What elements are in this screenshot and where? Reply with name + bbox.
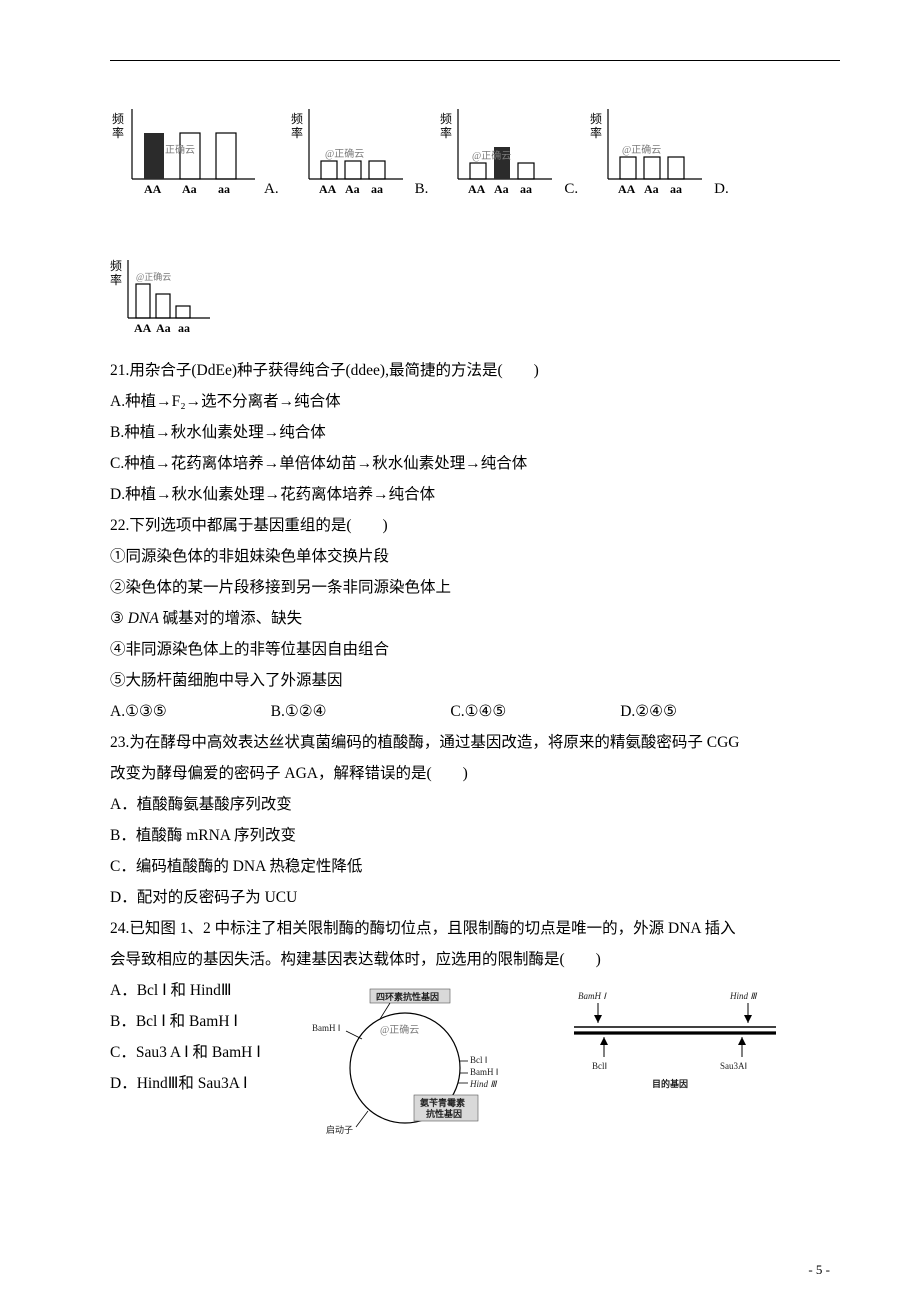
q22-opt-B: B.①②④ xyxy=(271,696,327,727)
svg-text:率: 率 xyxy=(440,125,452,140)
q24-stem: 已知图 1、2 中标注了相关限制酶的酶切位点，且限制酶的切点是唯一的，外源 DN… xyxy=(129,920,735,937)
opt-letter-D: D. xyxy=(714,181,729,198)
plasmid-bamh: BamH Ⅰ xyxy=(312,1023,340,1033)
q21-opt-A: A.种植→F₂→选不分离者→纯合体 xyxy=(110,386,840,417)
q21-stem: 用杂合子(DdEe)种子获得纯合子(ddee),最简捷的方法是( ) xyxy=(129,362,538,379)
q21-opt-C: C.种植→花药离体培养→单倍体幼苗→秋水仙素处理→纯合体 xyxy=(110,448,840,479)
svg-text:aa: aa xyxy=(178,321,190,335)
q23-opt-B: B．植酸酶 mRNA 序列改变 xyxy=(110,820,840,851)
linear-top-right: Hind Ⅲ xyxy=(729,991,757,1001)
svg-text:aa: aa xyxy=(520,182,532,196)
svg-text:aa: aa xyxy=(371,182,383,196)
q22-opt-D: D.②④⑤ xyxy=(620,696,677,727)
svg-text:率: 率 xyxy=(112,125,124,140)
q22-extra-2: ②染色体的某一片段移接到另一条非同源染色体上 xyxy=(110,572,840,603)
plasmid-amp1: 氨苄青霉素 xyxy=(420,1097,465,1108)
q22-num: 22. xyxy=(110,517,129,534)
plasmid-bamh2: BamH Ⅰ xyxy=(470,1067,498,1077)
q23-opt-A: A．植酸酶氨基酸序列改变 xyxy=(110,789,840,820)
q24-opt-C: C．Sau3 A Ⅰ 和 BamH Ⅰ xyxy=(110,1037,310,1068)
q24-stem-cont: 会导致相应的基因失活。构建基因表达载体时，应选用的限制酶是( ) xyxy=(110,944,840,975)
linear-caption: 目的基因 xyxy=(652,1078,688,1089)
opt-letter-A: A. xyxy=(264,181,279,198)
svg-text:@正确云: @正确云 xyxy=(136,271,171,282)
svg-text:@正确云: @正确云 xyxy=(325,147,364,160)
q22-stem: 下列选项中都属于基因重组的是( ) xyxy=(129,517,387,534)
svg-text:Aa: Aa xyxy=(494,182,509,196)
q24-opt-D: D．HindⅢ和 Sau3A Ⅰ xyxy=(110,1068,310,1099)
svg-text:AA: AA xyxy=(319,182,337,196)
svg-text:AA: AA xyxy=(134,321,152,335)
svg-text:Aa: Aa xyxy=(644,182,659,196)
q23-opt-D: D．配对的反密码子为 UCU xyxy=(110,882,840,913)
question-21: 21.用杂合子(DdEe)种子获得纯合子(ddee),最简捷的方法是( ) A.… xyxy=(110,355,840,510)
page-number: - 5 - xyxy=(808,1262,830,1278)
q21-opt-D: D.种植→秋水仙素处理→花药离体培养→纯合体 xyxy=(110,479,840,510)
svg-text:率: 率 xyxy=(291,125,303,140)
q21-opt-B: B.种植→秋水仙素处理→纯合体 xyxy=(110,417,840,448)
q24-opt-B: B．Bcl Ⅰ 和 BamH Ⅰ xyxy=(110,1006,310,1037)
question-24: 24.已知图 1、2 中标注了相关限制酶的酶切位点，且限制酶的切点是唯一的，外源… xyxy=(110,913,840,1143)
q22-extra-4: ④非同源染色体上的非等位基因自由组合 xyxy=(110,634,840,665)
svg-text:频: 频 xyxy=(291,112,303,126)
svg-text:AA: AA xyxy=(618,182,636,196)
svg-text:aa: aa xyxy=(218,182,230,196)
svg-text:Aa: Aa xyxy=(345,182,360,196)
q22-opt-C: C.①④⑤ xyxy=(450,696,506,727)
figure-linear: BamH Ⅰ Hind Ⅲ BclⅠ xyxy=(570,983,780,1093)
linear-top-left: BamH Ⅰ xyxy=(578,991,607,1001)
svg-text:频: 频 xyxy=(112,112,124,126)
plasmid-watermark: @正确云 xyxy=(380,1023,419,1036)
svg-text:aa: aa xyxy=(670,182,682,196)
chart-solo: 频 率 @正确云 AA Aa aa xyxy=(110,256,840,341)
linear-bot-left: BclⅠ xyxy=(592,1061,607,1071)
svg-text:频: 频 xyxy=(110,259,122,273)
svg-text:@正确云: @正确云 xyxy=(622,143,661,156)
q22-opts-inline: A.①③⑤ B.①②④ C.①④⑤ D.②④⑤ xyxy=(110,696,840,727)
q22-opt-A: A.①③⑤ xyxy=(110,696,167,727)
svg-text:频: 频 xyxy=(440,112,452,126)
svg-text:频: 频 xyxy=(590,112,602,126)
top-rule xyxy=(110,60,840,61)
chart-D: 频 率 @正确云 AA Aa aa xyxy=(590,101,710,196)
q22-extra-5: ⑤大肠杆菌细胞中导入了外源基因 xyxy=(110,665,840,696)
svg-text:Aa: Aa xyxy=(182,182,197,196)
q22-extra-3: ③ DNA 碱基对的增添、缺失 xyxy=(110,603,840,634)
opt-letter-B: B. xyxy=(415,181,429,198)
plasmid-amp2: 抗性基因 xyxy=(426,1108,462,1119)
q23-num: 23. xyxy=(110,734,129,751)
svg-text:率: 率 xyxy=(110,272,122,287)
linear-bot-right: Sau3AⅠ xyxy=(720,1061,747,1071)
plasmid-ori: 启动子 xyxy=(326,1124,353,1135)
svg-text:率: 率 xyxy=(590,125,602,140)
plasmid-tet-label: 四环素抗性基因 xyxy=(376,991,439,1002)
q23-opt-C: C．编码植酸酶的 DNA 热稳定性降低 xyxy=(110,851,840,882)
plasmid-hind: Hind Ⅲ xyxy=(469,1079,497,1089)
q24-num: 24. xyxy=(110,920,129,937)
svg-text:@正确云: @正确云 xyxy=(472,149,511,162)
q24-opt-A: A．Bcl Ⅰ 和 HindⅢ xyxy=(110,975,310,1006)
q21-num: 21. xyxy=(110,362,129,379)
svg-text:Aa: Aa xyxy=(156,321,171,335)
chart-row-top: 频 率 正确云 AA Aa aa A. 频 率 xyxy=(110,101,840,196)
q23-stem-cont: 改变为酵母偏爱的密码子 AGA，解释错误的是( ) xyxy=(110,758,840,789)
question-23: 23.为在酵母中高效表达丝状真菌编码的植酸酶，通过基因改造，将原来的精氨酸密码子… xyxy=(110,727,840,913)
svg-text:AA: AA xyxy=(144,182,162,196)
chart-A: 频 率 正确云 AA Aa aa xyxy=(110,101,260,196)
chart-C: 频 率 @正确云 AA Aa aa xyxy=(440,101,560,196)
svg-text:AA: AA xyxy=(468,182,486,196)
question-22: 22.下列选项中都属于基因重组的是( ) ①同源染色体的非姐妹染色单体交换片段 … xyxy=(110,510,840,727)
figure-plasmid: 四环素抗性基因 BamH Ⅰ @正确云 Bcl Ⅰ BamH Ⅰ Hind Ⅲ xyxy=(310,983,510,1143)
svg-text:正确云: 正确云 xyxy=(165,143,195,156)
chart-B: 频 率 @正确云 AA Aa aa xyxy=(291,101,411,196)
plasmid-bcl: Bcl Ⅰ xyxy=(470,1055,487,1065)
q23-stem: 为在酵母中高效表达丝状真菌编码的植酸酶，通过基因改造，将原来的精氨酸密码子 CG… xyxy=(129,734,739,751)
q22-extra-1: ①同源染色体的非姐妹染色单体交换片段 xyxy=(110,541,840,572)
opt-letter-C: C. xyxy=(564,181,578,198)
